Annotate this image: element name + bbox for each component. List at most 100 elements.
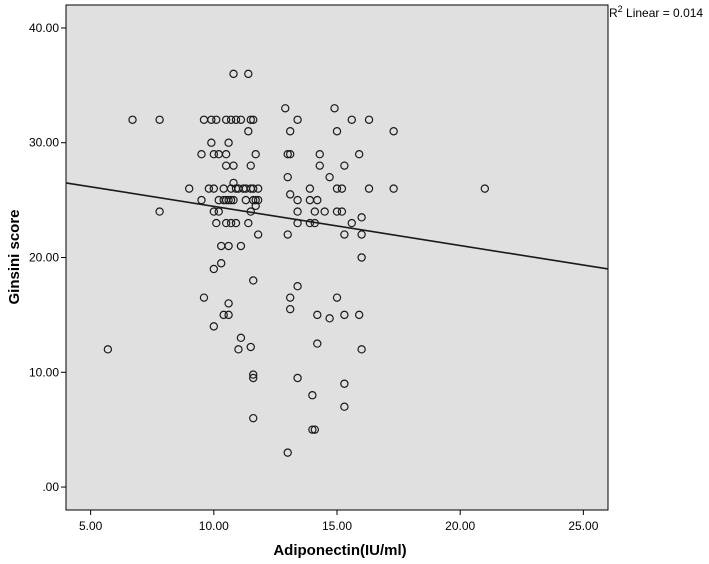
- data-point-119: [340, 379, 349, 388]
- data-point-125: [357, 213, 366, 222]
- data-point-49: [234, 345, 243, 354]
- data-point-31: [221, 218, 231, 228]
- data-point-63: [246, 207, 255, 216]
- data-point-115: [337, 207, 347, 216]
- data-point-47: [231, 115, 241, 124]
- data-point-16: [209, 322, 219, 331]
- data-point-18: [212, 218, 221, 228]
- data-point-90: [293, 218, 302, 228]
- data-point-127: [357, 253, 366, 262]
- data-point-74: [253, 184, 263, 193]
- y-axis-title: Ginsini score: [6, 209, 23, 304]
- data-point-116: [340, 161, 349, 170]
- data-point-2: [155, 115, 164, 124]
- plot-area: [65, 4, 609, 511]
- y-axis: .00 10.00 20.00 30.00 40.00: [29, 21, 66, 494]
- data-point-79: [283, 172, 292, 182]
- data-point-92: [293, 373, 302, 383]
- r2-annotation: R2 Linear = 0.014: [609, 4, 703, 20]
- data-point-96: [308, 391, 317, 400]
- data-point-109: [330, 104, 339, 113]
- data-point-71: [251, 150, 260, 159]
- data-point-52: [236, 333, 246, 343]
- data-point-0: [103, 345, 113, 354]
- data-point-4: [184, 184, 194, 193]
- data-point-107: [325, 172, 334, 182]
- data-point-101: [313, 195, 322, 205]
- y-tick-label-3: 30.00: [29, 136, 59, 150]
- data-point-113: [332, 293, 342, 302]
- data-point-69: [249, 370, 258, 379]
- x-tick-label-0: 5.00: [79, 519, 103, 533]
- data-point-124: [354, 310, 364, 320]
- r2-prefix: R: [609, 6, 618, 20]
- data-point-133: [480, 184, 490, 193]
- data-point-65: [249, 184, 258, 193]
- data-point-37: [226, 115, 236, 124]
- data-point-105: [315, 161, 324, 170]
- data-point-6: [197, 195, 206, 205]
- data-point-88: [293, 195, 302, 205]
- y-tick-label-1: 10.00: [29, 365, 59, 379]
- y-tick-label-0: .00: [42, 480, 59, 494]
- data-point-35: [224, 310, 233, 320]
- x-axis: 5.00 10.00 15.00 20.00 25.00: [79, 510, 599, 533]
- data-point-57: [244, 127, 253, 136]
- data-point-76: [253, 230, 263, 239]
- data-point-123: [354, 150, 364, 159]
- data-point-39: [226, 195, 236, 205]
- data-point-110: [332, 184, 342, 193]
- data-point-77: [281, 104, 290, 113]
- data-point-91: [293, 281, 302, 291]
- data-point-89: [293, 207, 302, 216]
- data-point-68: [249, 373, 258, 383]
- data-point-73: [251, 195, 260, 205]
- data-point-70: [249, 413, 258, 423]
- data-point-100: [310, 425, 320, 434]
- r2-superscript: 2: [618, 4, 623, 14]
- data-point-75: [253, 195, 263, 205]
- x-tick-label-1: 10.00: [199, 519, 229, 533]
- data-point-5: [197, 150, 206, 159]
- data-point-23: [217, 259, 226, 268]
- data-point-1: [128, 115, 137, 124]
- data-point-13: [209, 184, 219, 193]
- data-point-3: [155, 207, 164, 216]
- data-point-12: [209, 150, 219, 159]
- data-point-132: [389, 184, 398, 193]
- data-point-120: [340, 402, 349, 411]
- data-point-81: [283, 448, 292, 457]
- data-point-108: [325, 314, 334, 323]
- data-point-15: [209, 264, 219, 274]
- fit-line-group: [65, 182, 609, 270]
- data-point-106: [320, 207, 329, 216]
- data-point-98: [310, 207, 320, 216]
- data-point-130: [364, 184, 374, 193]
- data-point-59: [246, 161, 255, 170]
- data-point-85: [285, 293, 295, 302]
- data-point-102: [313, 310, 322, 320]
- data-point-34: [224, 299, 233, 308]
- data-point-28: [221, 150, 231, 159]
- data-point-42: [229, 161, 238, 170]
- data-point-9: [204, 184, 214, 193]
- data-point-17: [212, 115, 221, 124]
- data-point-111: [332, 207, 342, 216]
- data-point-44: [229, 195, 238, 205]
- data-point-112: [332, 127, 342, 136]
- data-point-84: [285, 190, 295, 199]
- data-point-36: [224, 241, 233, 251]
- data-point-10: [207, 115, 216, 124]
- x-tick-label-4: 25.00: [568, 519, 598, 533]
- data-point-8: [199, 293, 209, 302]
- data-point-83: [285, 150, 295, 159]
- points-group: [103, 69, 490, 457]
- data-point-27: [221, 115, 231, 124]
- fit-line: [65, 182, 609, 270]
- data-point-46: [231, 218, 241, 228]
- data-point-122: [347, 218, 356, 228]
- data-point-78: [283, 150, 292, 159]
- x-tick-label-3: 20.00: [445, 519, 475, 533]
- y-tick-label-4: 40.00: [29, 21, 59, 35]
- data-point-32: [224, 138, 233, 147]
